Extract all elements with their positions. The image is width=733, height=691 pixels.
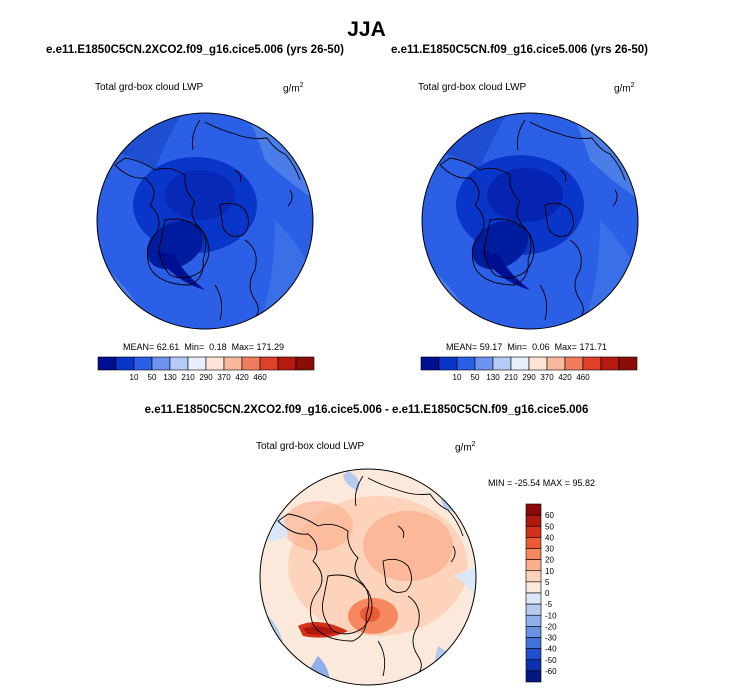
colorbar-swatch [525, 603, 542, 616]
colorbar-swatch [525, 592, 542, 605]
colorbar-tick-label: 420 [235, 373, 249, 382]
colorbar-tick-label: 40 [545, 533, 554, 542]
colorbar-tick-label: -5 [545, 600, 553, 609]
colorbar-swatch [525, 659, 542, 672]
colorbar-swatch [474, 356, 494, 371]
colorbar-tick-label: 0 [545, 589, 550, 598]
colorbar-swatch [259, 356, 279, 371]
colorbar-swatch [525, 525, 542, 538]
right-polar-map [421, 112, 639, 330]
difference-units: g/m2 [455, 441, 476, 454]
left-panel-variable-label: Total grd-box cloud LWP [95, 82, 204, 93]
colorbar-tick-label: -40 [545, 645, 557, 654]
colorbar-swatch [187, 356, 207, 371]
figure-title: JJA [347, 18, 386, 41]
colorbar-tick-label: 210 [181, 373, 195, 382]
colorbar-tick-label: -20 [545, 622, 557, 631]
colorbar-tick-label: 290 [199, 373, 213, 382]
colorbar-tick-label: -60 [545, 667, 557, 676]
colorbar-tick-label: -50 [545, 656, 557, 665]
colorbar-tick-label: 10 [130, 373, 139, 382]
right-panel-units: g/m2 [614, 82, 635, 95]
colorbar-swatch [600, 356, 620, 371]
right-panel-case-title: e.e11.E1850C5CN.f09_g16.cice5.006 (yrs 2… [391, 44, 649, 56]
colorbar-swatch [528, 356, 548, 371]
colorbar-swatch [525, 570, 542, 583]
colorbar-tick-label: 60 [545, 511, 554, 520]
colorbar-tick-label: 10 [545, 567, 554, 576]
colorbar-swatch [97, 356, 117, 371]
left-colorbar: 10 50 130 210 290 370 420 460 [97, 356, 315, 382]
colorbar-swatch [546, 356, 566, 371]
colorbar-tick-label: 420 [558, 373, 572, 382]
colorbar-swatch [510, 356, 530, 371]
colorbar-swatch [169, 356, 189, 371]
right-panel-stats: MEAN= 59.17 Min= 0.06 Max= 171.71 [446, 342, 607, 352]
colorbar-swatch [151, 356, 171, 371]
colorbar-swatch [618, 356, 638, 371]
colorbar-tick-label: 10 [453, 373, 462, 382]
colorbar-tick-label: 5 [545, 578, 550, 587]
colorbar-swatch [525, 514, 542, 527]
colorbar-swatch [525, 648, 542, 661]
colorbar-tick-label: 20 [545, 556, 554, 565]
left-panel-stats: MEAN= 62.61 Min= 0.18 Max= 171.29 [123, 342, 284, 352]
left-polar-map [96, 112, 314, 330]
colorbar-tick-label: 50 [471, 373, 480, 382]
colorbar-tick-label: 50 [545, 522, 554, 531]
colorbar-tick-label: 210 [504, 373, 518, 382]
colorbar-tick-label: -10 [545, 611, 557, 620]
difference-title: e.e11.E1850C5CN.2XCO2.f09_g16.cice5.006 … [144, 404, 589, 416]
colorbar-swatch [133, 356, 153, 371]
colorbar-tick-label: 50 [148, 373, 157, 382]
colorbar-tick-label: 30 [545, 545, 554, 554]
colorbar-swatch [525, 559, 542, 572]
colorbar-tick-label: 290 [522, 373, 536, 382]
colorbar-swatch [525, 548, 542, 560]
right-colorbar: 10 50 130 210 290 370 420 460 [420, 356, 638, 382]
colorbar-swatch [564, 356, 584, 371]
colorbar-swatch [492, 356, 512, 371]
colorbar-swatch [525, 614, 542, 627]
colorbar-tick-label: 460 [253, 373, 267, 382]
colorbar-tick-label: 370 [540, 373, 554, 382]
right-panel-variable-label: Total grd-box cloud LWP [418, 82, 527, 93]
colorbar-swatch [582, 356, 602, 371]
colorbar-swatch [438, 356, 458, 371]
colorbar-swatch [525, 503, 542, 516]
colorbar-swatch [525, 637, 542, 649]
colorbar-swatch [277, 356, 297, 371]
colorbar-swatch [525, 670, 542, 683]
colorbar-swatch [525, 537, 542, 549]
difference-variable-label: Total grd-box cloud LWP [256, 441, 365, 452]
colorbar-tick-label: 370 [217, 373, 231, 382]
colorbar-tick-label: -30 [545, 634, 557, 643]
colorbar-swatch [115, 356, 135, 371]
colorbar-swatch [525, 626, 542, 638]
colorbar-tick-label: 460 [576, 373, 590, 382]
colorbar-swatch [295, 356, 315, 371]
colorbar-swatch [420, 356, 440, 371]
difference-minmax: MIN = -25.54 MAX = 95.82 [488, 478, 596, 488]
left-panel-case-title: e.e11.E1850C5CN.2XCO2.f09_g16.cice5.006 … [46, 44, 344, 56]
difference-polar-map [259, 468, 477, 686]
colorbar-swatch [456, 356, 476, 371]
colorbar-swatch [241, 356, 261, 371]
left-panel-units: g/m2 [283, 82, 304, 95]
colorbar-tick-label: 130 [486, 373, 500, 382]
colorbar-swatch [525, 581, 542, 594]
colorbar-swatch [223, 356, 243, 371]
colorbar-swatch [205, 356, 225, 371]
colorbar-tick-label: 130 [163, 373, 177, 382]
